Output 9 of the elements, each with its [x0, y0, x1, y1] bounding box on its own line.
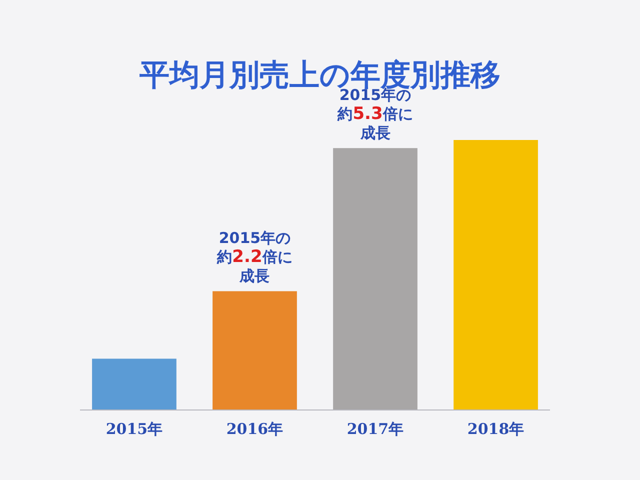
x-tick-label: 2017年: [346, 420, 404, 438]
x-tick-label: 2018年: [467, 420, 524, 438]
x-tick-label: 2016年: [226, 420, 284, 438]
bar: [92, 358, 176, 410]
annotation: 2015年の約2.2倍に成長: [216, 229, 292, 286]
x-tick-label: 2015年: [106, 420, 163, 438]
bar: [454, 140, 538, 410]
bar: [212, 291, 297, 410]
bar: [333, 148, 418, 410]
